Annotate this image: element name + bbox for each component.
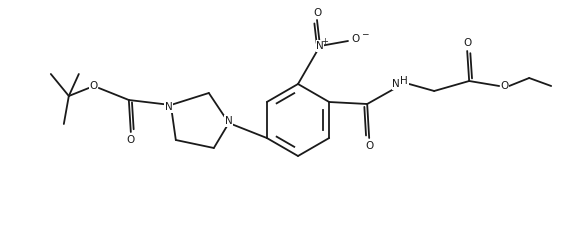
Text: O: O [365,141,373,151]
Text: +: + [321,36,328,45]
Text: H: H [400,76,408,86]
Text: O: O [500,81,508,91]
Text: −: − [361,30,369,39]
Text: O: O [90,81,98,91]
Text: O: O [313,8,321,18]
Text: O: O [352,34,360,44]
Text: N: N [225,116,233,126]
Text: N: N [316,41,324,51]
Text: O: O [126,135,135,145]
Text: N: N [165,102,173,112]
Text: O: O [463,38,472,48]
Text: N: N [392,79,400,89]
